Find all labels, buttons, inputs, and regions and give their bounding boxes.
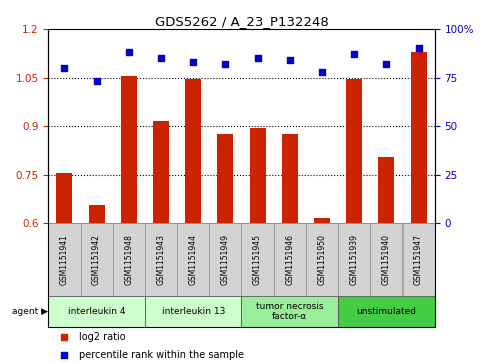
Bar [378,157,395,363]
Bar [370,223,402,296]
Bar [306,223,338,296]
Bar [346,79,362,363]
Text: agent ▶: agent ▶ [12,307,48,316]
Text: GSM1151948: GSM1151948 [124,234,133,285]
Bar [338,296,435,327]
Bar [217,134,233,363]
Point [383,61,390,67]
Text: GSM1151942: GSM1151942 [92,234,101,285]
Text: GSM1151941: GSM1151941 [60,234,69,285]
Point [157,55,165,61]
Point [350,52,358,57]
Text: interleukin 13: interleukin 13 [161,307,225,316]
Text: GSM1151946: GSM1151946 [285,234,294,285]
Bar [402,223,435,296]
Bar [250,128,266,363]
Text: GSM1151944: GSM1151944 [189,234,198,285]
Bar [242,223,274,296]
Text: percentile rank within the sample: percentile rank within the sample [79,350,244,360]
Text: unstimulated: unstimulated [356,307,416,316]
Bar [121,76,137,363]
Bar [145,296,242,327]
Bar [338,223,370,296]
Point [60,334,68,340]
Text: tumor necrosis
factor-α: tumor necrosis factor-α [256,302,324,321]
Point [60,352,68,358]
Bar [185,79,201,363]
Bar [48,296,145,327]
Bar [113,223,145,296]
Bar [177,223,209,296]
Bar [274,223,306,296]
Text: GSM1151950: GSM1151950 [317,234,327,285]
Bar [282,134,298,363]
Text: GSM1151940: GSM1151940 [382,234,391,285]
Text: log2 ratio: log2 ratio [79,332,126,342]
Text: GSM1151945: GSM1151945 [253,234,262,285]
Text: GSM1151949: GSM1151949 [221,234,230,285]
Bar [57,173,72,363]
Bar [145,223,177,296]
Point [318,69,326,75]
Text: GSM1151939: GSM1151939 [350,234,359,285]
Bar [209,223,242,296]
Title: GDS5262 / A_23_P132248: GDS5262 / A_23_P132248 [155,15,328,28]
Point [93,78,100,84]
Bar [314,219,330,363]
Point [254,55,261,61]
Point [189,59,197,65]
Bar [153,121,169,363]
Point [222,61,229,67]
Point [60,65,68,71]
Point [415,45,423,51]
Bar [88,205,105,363]
Bar [411,52,426,363]
Point [125,49,133,55]
Bar [242,296,338,327]
Text: GSM1151943: GSM1151943 [156,234,166,285]
Text: interleukin 4: interleukin 4 [68,307,126,316]
Text: GSM1151947: GSM1151947 [414,234,423,285]
Point [286,57,294,63]
Bar [48,223,81,296]
Bar [81,223,113,296]
